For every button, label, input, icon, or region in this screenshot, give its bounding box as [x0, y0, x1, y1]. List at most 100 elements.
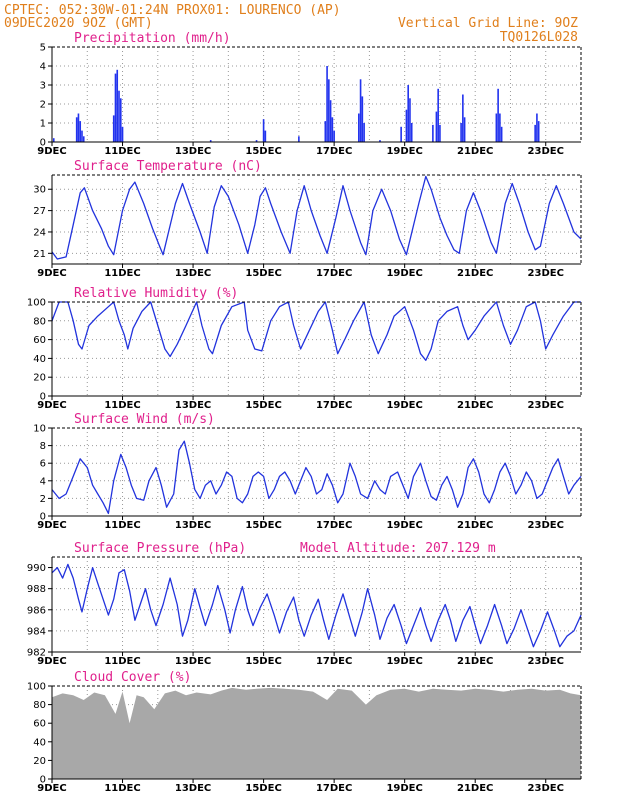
precip-bar [77, 113, 80, 142]
panel-title: Surface Temperature (nC) [74, 159, 262, 174]
y-tick-label: 0 [40, 512, 46, 523]
x-tick-label: 21DEC [457, 783, 493, 794]
panel-temp: 21 24 27 30 9DEC 11DEC 13DEC 15DEC 17DEC 19DEC 21D… [33, 159, 582, 279]
model-code: TQ0126L028 [500, 30, 578, 45]
x-tick-label: 11DEC [104, 520, 140, 531]
precip-bar [328, 79, 330, 142]
x-tick-label: 23DEC [528, 520, 564, 531]
precip-bar [537, 121, 540, 142]
precip-bar [409, 98, 411, 142]
x-tick-label: 11DEC [104, 400, 140, 411]
precip-bar [82, 136, 85, 142]
x-tick-label: 13DEC [175, 146, 211, 157]
x-tick-label: 11DEC [104, 146, 140, 157]
panel-title: Surface Wind (m/s) [74, 412, 215, 427]
panel-wind: 0 2 4 6 8 10 9DEC 11DEC 13DEC 15DEC 17DEC 19DEC 21DE… [33, 412, 582, 531]
y-tick-label: 30 [33, 185, 46, 196]
precip-bar [497, 88, 499, 142]
precip-bar [379, 140, 381, 142]
precip-bar [359, 79, 362, 142]
panel-rh: 0 20 40 60 80 100 9DEC 11DEC 13DEC 15DEC 17DEC 19DE… [27, 286, 582, 411]
x-tick-label: 21DEC [457, 146, 493, 157]
y-tick-label: 27 [33, 206, 46, 217]
y-tick-label: 2 [40, 494, 46, 505]
precip-bar [363, 123, 365, 142]
x-tick-label: 19DEC [386, 146, 422, 157]
y-tick-label: 988 [27, 584, 46, 595]
y-tick-label: 2 [40, 100, 46, 111]
y-tick-label: 990 [27, 563, 46, 574]
y-tick-label: 984 [27, 626, 46, 637]
x-tick-label: 19DEC [386, 656, 422, 667]
panel-annotation: Model Altitude: 207.129 m [300, 541, 496, 556]
precip-bar [462, 94, 464, 142]
x-tick-label: 23DEC [528, 783, 564, 794]
y-tick-label: 10 [33, 424, 46, 435]
x-tick-label: 13DEC [175, 268, 211, 279]
x-tick-label: 11DEC [104, 656, 140, 667]
x-tick-label: 15DEC [245, 656, 281, 667]
y-tick-label: 6 [40, 459, 46, 470]
panel-title: Precipitation (mm/h) [74, 31, 231, 46]
x-tick-label: 23DEC [528, 268, 564, 279]
y-tick-label: 20 [33, 373, 46, 384]
x-tick-label: 15DEC [245, 783, 281, 794]
y-tick-label: 0 [40, 392, 46, 403]
x-tick-label: 21DEC [457, 268, 493, 279]
y-tick-label: 0 [40, 138, 46, 149]
x-tick-label: 15DEC [245, 520, 281, 531]
precip-bar [437, 88, 439, 142]
header-line1: CPTEC: 052:30W-01:24N PROX01: LOURENCO (… [4, 3, 341, 18]
y-tick-label: 20 [33, 756, 46, 767]
y-tick-label: 4 [40, 62, 46, 73]
precip-bar [326, 66, 328, 142]
y-tick-label: 982 [27, 648, 46, 659]
precip-bar [407, 85, 410, 142]
precip-bar [79, 121, 82, 142]
panels: 0 1 2 3 4 5 9DEC 11DEC 13DEC 15DEC 17DEC 19DEC 21DEC… [27, 31, 582, 794]
x-tick-label: 15DEC [245, 146, 281, 157]
y-tick-label: 80 [33, 700, 46, 711]
y-tick-label: 3 [40, 81, 46, 92]
y-tick-label: 40 [33, 737, 46, 748]
x-tick-label: 17DEC [316, 146, 352, 157]
precip-bar [209, 140, 212, 142]
y-tick-label: 40 [33, 354, 46, 365]
precip-bar [405, 109, 408, 142]
precip-bar [118, 90, 120, 142]
panel-title: Cloud Cover (%) [74, 670, 191, 685]
grid-note: Vertical Grid Line: 9OZ [398, 16, 578, 31]
precip-bar [536, 113, 538, 142]
y-tick-label: 986 [27, 605, 46, 616]
precip-bar [495, 113, 498, 142]
x-tick-label: 15DEC [245, 268, 281, 279]
x-tick-label: 17DEC [316, 400, 352, 411]
x-tick-label: 21DEC [457, 656, 493, 667]
precip-bar [119, 98, 122, 142]
precip-bar [439, 124, 441, 142]
x-tick-label: 9DEC [37, 656, 66, 667]
x-tick-label: 13DEC [175, 656, 211, 667]
panel-pressure: 982 984 986 988 990 9DEC 11DEC 13DEC 15DEC 17DEC 1… [27, 541, 582, 667]
header-line2: 09DEC2020 9OZ (GMT) [4, 16, 153, 31]
x-tick-label: 17DEC [316, 656, 352, 667]
x-tick-label: 23DEC [528, 146, 564, 157]
precip-bar [500, 126, 503, 142]
y-tick-label: 0 [40, 775, 46, 786]
x-tick-label: 15DEC [245, 400, 281, 411]
precip-bar [463, 117, 466, 142]
x-tick-label: 23DEC [528, 400, 564, 411]
precip-bar [81, 130, 83, 142]
precip-bar [400, 126, 402, 142]
wind-line [51, 440, 582, 515]
precip-bar [361, 96, 364, 142]
x-tick-label: 9DEC [37, 783, 66, 794]
precip-bar [435, 111, 438, 142]
panel-title: Surface Pressure (hPa) [74, 541, 246, 556]
precip-bar [358, 113, 360, 142]
precip-bar [264, 130, 267, 142]
rh-line [51, 301, 581, 361]
y-tick-label: 4 [40, 476, 46, 487]
y-tick-label: 21 [33, 249, 46, 260]
precip-bar [329, 100, 332, 142]
